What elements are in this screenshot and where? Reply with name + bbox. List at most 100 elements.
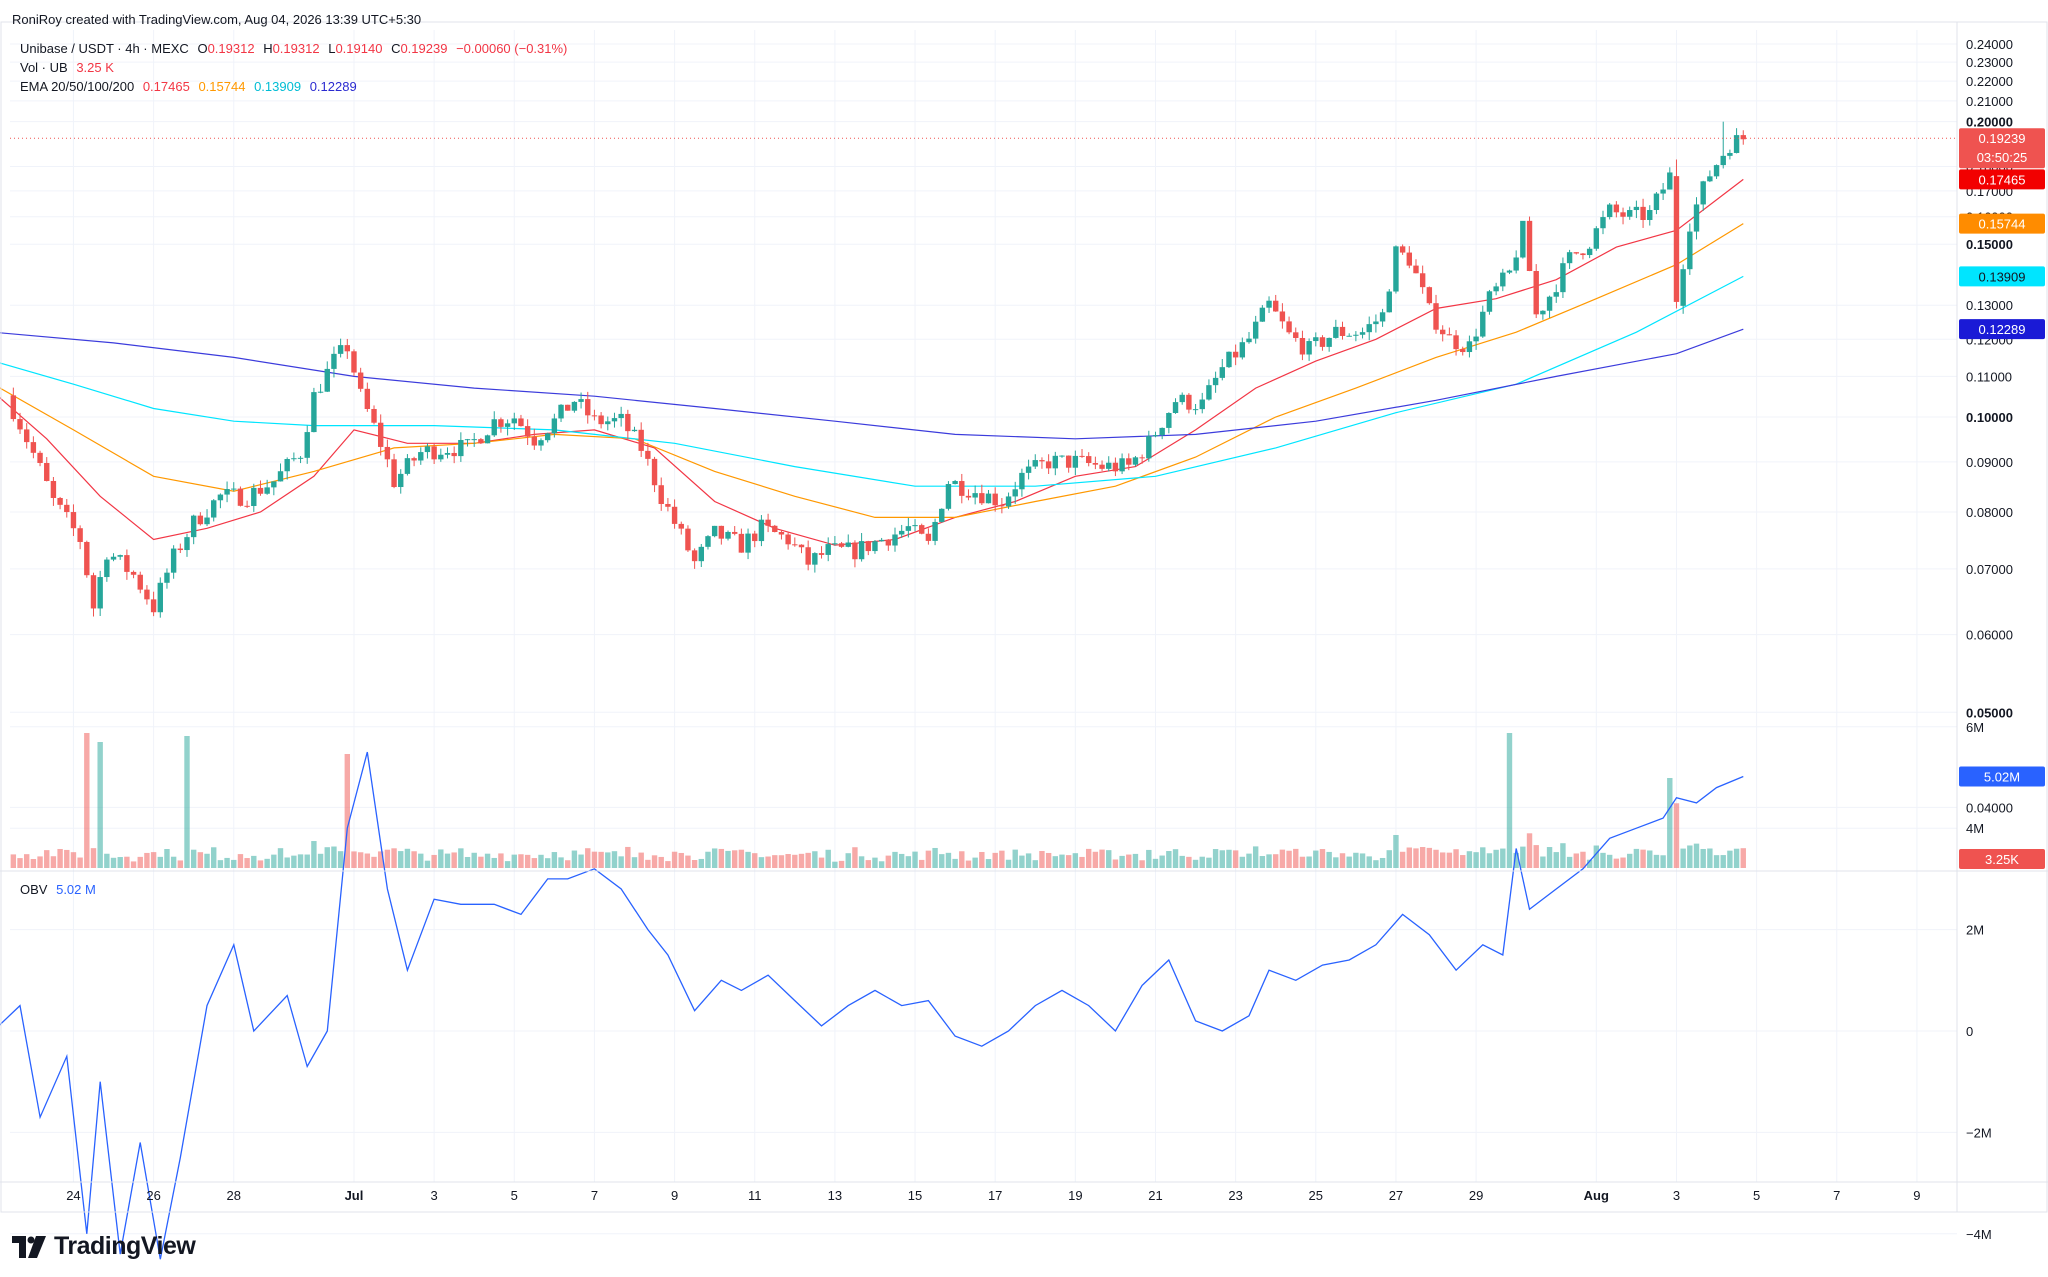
price-tick-label: 0.07000 [1966,562,2013,577]
volume-bar [331,846,337,868]
volume-bar [1640,849,1646,868]
volume-bar [398,851,404,868]
volume-bar [558,857,564,868]
candle-down [1319,337,1326,347]
candle-up [1600,217,1606,229]
volume-bar [1146,849,1152,868]
candle-up [631,429,638,432]
volume-bar [838,860,845,868]
ema50-line [0,223,1744,519]
candle-up [972,493,978,498]
volume-bar [812,851,818,868]
volume-bar [84,733,90,868]
volume-bar [1426,847,1433,868]
volume-label[interactable]: Vol · UB [20,60,68,75]
candle-up [217,494,224,501]
ema-label[interactable]: EMA 20/50/100/200 [20,79,135,94]
candle-up [1032,460,1038,467]
volume-bar [1045,852,1052,868]
volume-bar [1627,853,1633,868]
candle-up [1119,458,1125,472]
candle-up [898,530,905,535]
candle-up [939,508,945,522]
candle-down [1126,458,1132,465]
volume-bar [1306,856,1312,868]
volume-bar [184,736,190,868]
candle-down [1620,212,1626,217]
volume-bar [1085,848,1092,868]
candle-down [1446,334,1453,336]
price-tick-label: 0.10000 [1966,410,2013,425]
volume-bar [1446,852,1453,868]
candle-up [224,489,230,495]
volume-tag-text: 3.25K [1985,852,2019,867]
candle-up [758,519,765,542]
candle-down [1099,464,1105,469]
candle-up [932,521,938,541]
volume-bar [44,850,50,868]
volume-bar [705,851,711,868]
candle-down [57,497,63,505]
obv-label[interactable]: OBV [20,882,48,897]
candle-down [992,493,998,506]
candle-up [1226,351,1232,368]
symbol-legend: Unibase / USDT · 4h · MEXC O0.19312 H0.1… [20,41,568,56]
tradingview-logo[interactable]: TradingView [12,1232,196,1261]
time-tick-label: 24 [66,1188,80,1203]
volume-bar [264,858,270,868]
volume-bar [852,847,858,868]
candle-down [77,528,83,542]
volume-bar [311,841,317,868]
volume-bar [1500,848,1506,868]
candle-up [745,533,751,553]
volume-bar [478,856,484,868]
obv-value: 5.02 M [56,882,96,897]
volume-bar [1092,851,1099,868]
candle-up [1239,342,1246,358]
volume-bar [110,857,117,868]
candle-up [1733,135,1740,153]
candle-up [1473,336,1479,342]
candle-down [585,399,591,416]
candle-down [925,533,932,541]
candle-up [1707,176,1713,182]
volume-bar [1533,845,1539,868]
candle-up [1486,291,1493,312]
volume-bar [1633,848,1640,868]
volume-bar [598,851,604,868]
candle-down [685,528,691,551]
candle-down [411,458,417,461]
volume-bars [10,733,1746,868]
volume-bar [1647,850,1653,868]
symbol-name[interactable]: Unibase / USDT · 4h · MEXC [20,41,189,56]
volume-bar [1480,847,1486,868]
candle-up [404,458,411,474]
volume-bar [1580,851,1586,868]
volume-bar [1606,854,1613,868]
volume-bar [618,856,624,868]
obv-tick-label: 2M [1966,923,1984,938]
obv-tick-label: 6M [1966,720,1984,735]
volume-bar [1293,848,1299,868]
volume-bar [324,847,330,868]
candle-down [1613,204,1620,213]
candle-down [1045,461,1052,469]
candle-up [1386,291,1392,313]
ema200-tag [1959,319,2045,340]
candle-up [1727,152,1733,156]
candle-down [244,505,250,507]
candle-up [284,459,290,472]
last-price-tag [1959,128,2045,169]
obv-tag [1959,766,2045,787]
candle-down [919,525,925,534]
candle-up [291,458,297,460]
volume-bar [818,857,825,868]
volume-bar [518,854,524,868]
candle-up [1259,307,1266,322]
volume-bar [144,852,150,868]
candle-up [1172,402,1179,414]
candle-down [177,548,184,551]
volume-bar [1740,848,1746,868]
volume-bar [177,860,184,868]
